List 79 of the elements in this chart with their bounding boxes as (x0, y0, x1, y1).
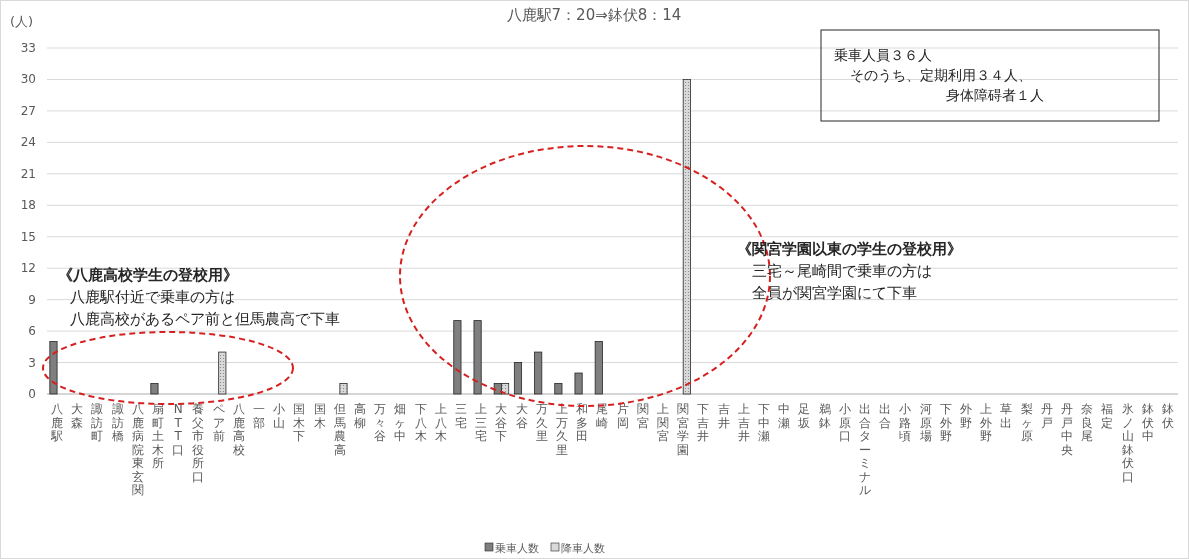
annotation: 乗車人員３６人 (834, 47, 932, 63)
y-tick-label: 30 (20, 72, 36, 87)
x-tick-label: 出合ターミナル (858, 402, 871, 497)
annotation: そのうち、定期利用３４人、 (850, 67, 1032, 83)
x-tick-label: 中瀬 (778, 402, 791, 430)
x-tick-label: 大谷下 (495, 402, 508, 443)
x-tick-label: 上三宅 (475, 402, 488, 443)
x-tick-label: 下吉井 (697, 402, 710, 443)
x-tick-label: 福定 (1101, 402, 1114, 430)
x-tick-label: 養父市役所口 (192, 402, 205, 484)
x-tick-label: 関宮 (636, 402, 649, 430)
y-tick-label: 3 (28, 355, 36, 370)
y-tick-label: 9 (28, 292, 36, 307)
x-tick-label: 小路頃 (899, 402, 912, 443)
x-tick-label: 小原口 (838, 402, 851, 443)
x-tick-label: 鵜鉢 (818, 402, 831, 430)
x-tick-label: 小山 (273, 402, 286, 430)
y-tick-label: 0 (28, 387, 36, 401)
annotation: 全員が関宮学園にて下車 (752, 284, 917, 302)
legend-label: 乗車人数 (495, 542, 539, 555)
x-tick-label: 八鹿駅 (50, 402, 64, 443)
x-tick-label: 扇町土木所 (152, 402, 165, 470)
y-tick-label: 12 (20, 261, 36, 276)
x-tick-label: 河原場 (918, 402, 932, 443)
y-tick-label: 15 (20, 229, 36, 244)
y-tick-label: 18 (20, 198, 36, 213)
y-tick-label: 27 (20, 103, 36, 118)
x-tick-label: 上八木 (434, 402, 447, 443)
x-tick-label: 八鹿高校 (231, 402, 245, 457)
y-tick-label: 6 (28, 324, 36, 339)
x-tick-label: 上吉井 (737, 402, 750, 443)
x-tick-label: 氷ノ山鉢伏口 (1121, 402, 1134, 484)
x-tick-label: 万久里 (535, 402, 548, 443)
x-tick-label: 尾崎 (596, 402, 609, 430)
x-tick-label: 国木下 (293, 402, 306, 443)
x-tick-label: 外野 (959, 402, 972, 430)
x-tick-label: 鉢伏 (1161, 402, 1174, 430)
x-tick-label: 八鹿病院東玄関 (131, 402, 144, 497)
x-tick-label: 一部 (253, 402, 266, 430)
annotation: 《関宮学園以東の学生の登校用》 (737, 240, 962, 258)
annotation: 八鹿高校があるペア前と但馬農高で下車 (70, 310, 340, 328)
y-tick-label: 33 (20, 41, 36, 55)
x-tick-label: 高柳 (354, 402, 367, 430)
x-tick-label: ペア前 (212, 402, 225, 443)
x-tick-label: 国木 (313, 402, 326, 430)
y-axis-title: (人) (10, 14, 34, 29)
x-tick-label: 諏訪町 (91, 402, 104, 443)
x-tick-label: 丹戸 (1040, 402, 1053, 430)
annotation: 八鹿駅付近で乗車の方は (70, 288, 235, 306)
annotation: 三宅～尾崎間で乗車の方は (752, 262, 932, 280)
annotation: 《八鹿高校学生の登校用》 (58, 266, 238, 284)
x-tick-label: 吉井 (717, 402, 730, 430)
x-tick-label: 関宮学園 (677, 402, 690, 457)
x-tick-label: 丹戸中央 (1060, 402, 1073, 457)
x-tick-label: 大森 (71, 402, 84, 430)
annotation: 身体障碍者１人 (946, 87, 1044, 103)
x-tick-label: 畑ヶ中 (394, 402, 407, 443)
x-tick-label: 万々谷 (374, 402, 387, 443)
x-tick-label: 下八木 (414, 402, 427, 443)
x-tick-label: NTT口 (172, 402, 185, 457)
x-tick-label: 奈良尾 (1081, 402, 1094, 443)
x-tick-label: 草出 (1000, 402, 1013, 430)
x-tick-label: 但馬農高 (332, 402, 346, 457)
x-tick-label: 諏訪橋 (111, 402, 124, 443)
chart-title: 八鹿駅7：20⇒鉢伏8：14 (506, 6, 682, 24)
y-tick-label: 21 (20, 166, 36, 181)
x-tick-label: 三宅 (455, 402, 468, 430)
x-tick-label: 大谷 (515, 402, 528, 430)
x-tick-label: 下外野 (939, 402, 952, 443)
x-tick-label: 上外野 (980, 402, 993, 443)
legend-label: 降車人数 (561, 542, 605, 555)
x-tick-label: 出合 (879, 402, 892, 430)
x-tick-label: 上関宮 (656, 402, 669, 443)
y-tick-label: 24 (20, 135, 36, 150)
x-tick-label: 足坂 (797, 402, 811, 430)
x-tick-label: 梨ヶ原 (1020, 402, 1033, 443)
x-tick-label: 下中瀬 (757, 402, 770, 443)
x-tick-label: 片岡 (616, 402, 629, 430)
x-tick-label: 鉢伏中 (1141, 402, 1154, 443)
